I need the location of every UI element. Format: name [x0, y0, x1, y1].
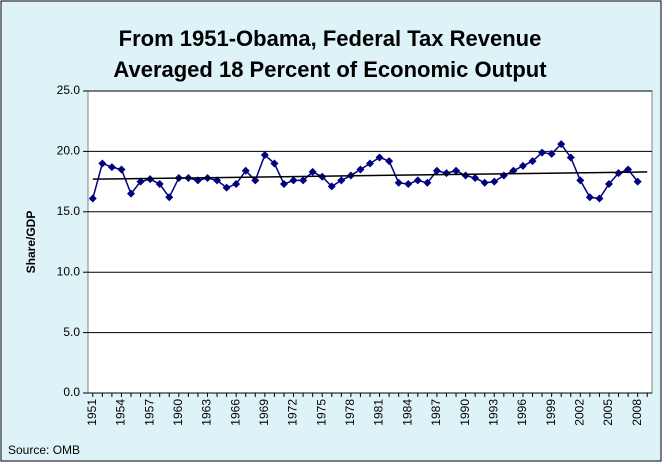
data-point — [432, 166, 441, 175]
data-point — [375, 153, 384, 162]
x-tick-label: 1996 — [515, 399, 529, 426]
data-point — [413, 176, 422, 185]
data-point — [241, 166, 250, 175]
y-tick-label: 10.0 — [57, 264, 81, 278]
data-point — [337, 176, 346, 185]
x-tick-label: 2002 — [572, 399, 586, 426]
y-tick-label: 25.0 — [57, 83, 81, 97]
data-point — [385, 157, 394, 166]
x-tick-label: 1966 — [228, 399, 242, 426]
data-point — [490, 177, 499, 186]
data-point — [604, 180, 613, 189]
data-point — [471, 173, 480, 182]
data-point — [404, 180, 413, 189]
x-tick-label: 1972 — [286, 399, 300, 426]
data-point — [136, 177, 145, 186]
data-point — [576, 176, 585, 185]
x-tick-label: 1993 — [486, 399, 500, 426]
data-point — [566, 153, 575, 162]
data-point — [557, 140, 566, 149]
data-point — [509, 166, 518, 175]
x-tick-label: 1957 — [142, 399, 156, 426]
data-point — [107, 163, 116, 172]
data-point — [633, 177, 642, 186]
data-point — [232, 180, 241, 189]
data-point — [251, 176, 260, 185]
data-point — [98, 159, 107, 168]
data-point — [528, 157, 537, 166]
data-point — [327, 182, 336, 191]
data-point — [260, 151, 269, 160]
data-point — [270, 159, 279, 168]
data-point — [595, 194, 604, 203]
data-point — [222, 183, 231, 192]
x-tick-label: 1954 — [114, 399, 128, 426]
data-point — [299, 176, 308, 185]
data-point — [480, 178, 489, 187]
data-point — [88, 194, 97, 203]
data-point — [117, 165, 126, 174]
data-point — [547, 149, 556, 158]
data-point — [289, 176, 298, 185]
x-tick-label: 1960 — [171, 399, 185, 426]
x-tick-label: 1984 — [400, 399, 414, 426]
x-tick-label: 1975 — [314, 399, 328, 426]
y-tick-label: 0.0 — [63, 385, 80, 399]
x-tick-label: 1978 — [343, 399, 357, 426]
trend-line — [92, 171, 648, 180]
x-tick-label: 2008 — [630, 399, 644, 426]
x-tick-label: 1969 — [257, 399, 271, 426]
x-tick-label: 1990 — [458, 399, 472, 426]
y-tick-label: 15.0 — [57, 204, 81, 218]
data-point — [165, 193, 174, 202]
data-point — [423, 178, 432, 187]
chart-title: Averaged 18 Percent of Economic Output — [113, 57, 547, 82]
plot-area — [87, 90, 653, 394]
x-tick-label: 1963 — [200, 399, 214, 426]
data-point — [614, 169, 623, 178]
y-axis-label: Share/GDP — [24, 211, 38, 274]
y-tick-label: 5.0 — [63, 325, 80, 339]
source-note: Source: OMB — [8, 443, 80, 457]
data-point — [366, 159, 374, 168]
y-tick-label: 20.0 — [57, 144, 81, 158]
x-tick-label: 1981 — [372, 399, 386, 426]
data-point — [394, 178, 403, 187]
data-point — [585, 193, 594, 202]
x-tick-label: 1999 — [544, 399, 558, 426]
data-point — [127, 189, 136, 198]
x-tick-label: 1951 — [85, 399, 99, 426]
x-tick-label: 2005 — [601, 399, 615, 426]
data-point — [356, 165, 365, 174]
data-point — [155, 180, 164, 189]
data-point — [279, 180, 288, 189]
data-point — [308, 167, 317, 176]
data-point — [452, 166, 461, 175]
data-point — [213, 176, 222, 185]
data-point — [538, 148, 547, 157]
chart-title: From 1951-Obama, Federal Tax Revenue — [119, 26, 542, 51]
x-tick-label: 1987 — [429, 399, 443, 426]
data-point — [518, 161, 527, 170]
